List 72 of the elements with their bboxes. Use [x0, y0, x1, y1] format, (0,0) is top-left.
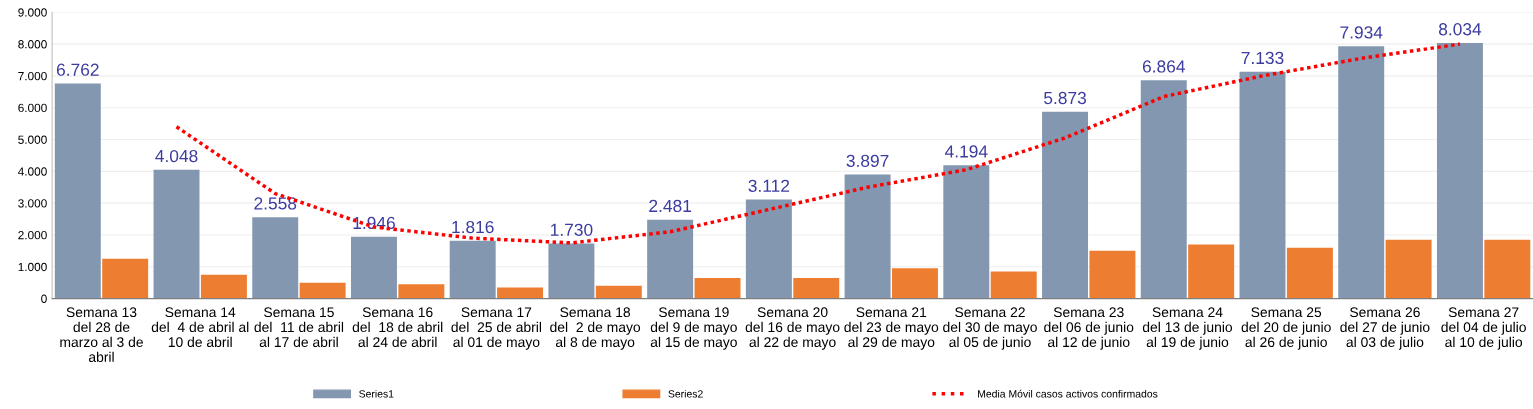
bar — [102, 258, 149, 299]
y-tick-label: 0 — [41, 294, 47, 303]
data-label: 6.864 — [1142, 60, 1185, 73]
x-tick-label: Semana 21 del 23 de mayo al 29 de mayo — [844, 307, 939, 350]
x-tick-label: Semana 14 del 4 de abril al 10 de abril — [151, 307, 249, 348]
x-tick-label: Semana 20 del 16 de mayo al 22 de mayo — [745, 307, 840, 350]
y-tick-label: 4.000 — [17, 167, 47, 176]
data-label: 4.048 — [155, 149, 198, 163]
data-label: 2.558 — [254, 197, 297, 210]
bar — [694, 277, 741, 299]
bar — [595, 285, 642, 299]
x-tick-label: Semana 15 del 11 de abril al 17 de abril — [254, 307, 344, 348]
bar — [844, 174, 891, 299]
x-tick-label: Semana 26 del 27 de junio al 03 de julio — [1340, 307, 1430, 350]
bar — [745, 199, 792, 299]
data-label: 3.112 — [748, 179, 790, 192]
bar — [252, 217, 299, 299]
x-tick-label: Semana 19 del 9 de mayo al 15 de mayo — [650, 307, 737, 350]
data-label: 8.034 — [1438, 23, 1482, 36]
x-tick-label: Semana 25 del 20 de junio al 26 de junio — [1241, 307, 1331, 350]
data-label: 1.816 — [452, 220, 494, 234]
data-label: 7.934 — [1340, 26, 1383, 39]
bar — [299, 282, 346, 299]
legend-label: Series1 — [359, 389, 394, 398]
bar — [1385, 239, 1432, 299]
bar — [200, 274, 247, 299]
bar — [449, 240, 496, 299]
x-tick-label: Semana 17 del 25 de abril al 01 de mayo — [451, 307, 542, 350]
bar — [350, 236, 397, 299]
bar — [990, 271, 1037, 299]
y-tick-label: 5.000 — [18, 135, 47, 144]
data-label: 4.194 — [945, 145, 988, 158]
legend-label: Series2 — [668, 389, 703, 398]
x-tick-label: Semana 13 del 28 de marzo al 3 de abril — [60, 307, 143, 362]
y-tick-label: 7.000 — [18, 71, 47, 81]
bar — [1484, 239, 1531, 299]
y-tick-label: 3.000 — [18, 199, 47, 208]
bar — [1042, 111, 1089, 299]
x-tick-label: Semana 22 del 30 de mayo al 05 de junio — [943, 307, 1037, 350]
y-tick-label: 1.000 — [18, 262, 47, 272]
data-label: 5.873 — [1044, 91, 1086, 105]
x-tick-label: Semana 24 del 13 de junio al 19 de junio — [1142, 307, 1233, 350]
y-tick-label: 2.000 — [18, 230, 47, 240]
data-label: 7.133 — [1241, 51, 1284, 65]
x-tick-label: Semana 18 del 2 de mayo al 8 de mayo — [550, 307, 641, 350]
data-label: 2.481 — [649, 199, 692, 213]
legend-label: Media Móvil casos activos confirmados — [978, 389, 1158, 398]
bar — [1338, 46, 1385, 299]
bar — [1188, 244, 1235, 299]
x-tick-label: Semana 16 del 18 de abril al 24 de abril — [352, 307, 443, 348]
bar — [1089, 250, 1136, 299]
data-label: 6.762 — [56, 63, 99, 76]
bar — [1436, 43, 1483, 299]
bar — [943, 165, 990, 299]
x-tick-label: Semana 27 del 04 de julio al 10 de julio — [1441, 307, 1526, 350]
y-tick-label: 6.000 — [18, 103, 47, 113]
bar — [1286, 247, 1333, 299]
data-label: 1.730 — [551, 223, 593, 236]
bar — [1239, 71, 1286, 299]
y-tick-label: 8.000 — [18, 40, 47, 49]
bar — [398, 284, 445, 299]
bar — [647, 219, 694, 299]
y-tick-label: 9.000 — [18, 8, 47, 17]
bar — [793, 277, 840, 299]
bar — [54, 83, 101, 299]
x-tick-label: Semana 23 del 06 de junio al 12 de junio — [1044, 307, 1134, 350]
bar — [153, 169, 200, 299]
data-label: 3.897 — [846, 154, 889, 167]
bar — [497, 287, 544, 299]
bar — [548, 243, 595, 299]
bar — [1140, 80, 1187, 299]
bar — [892, 268, 938, 299]
